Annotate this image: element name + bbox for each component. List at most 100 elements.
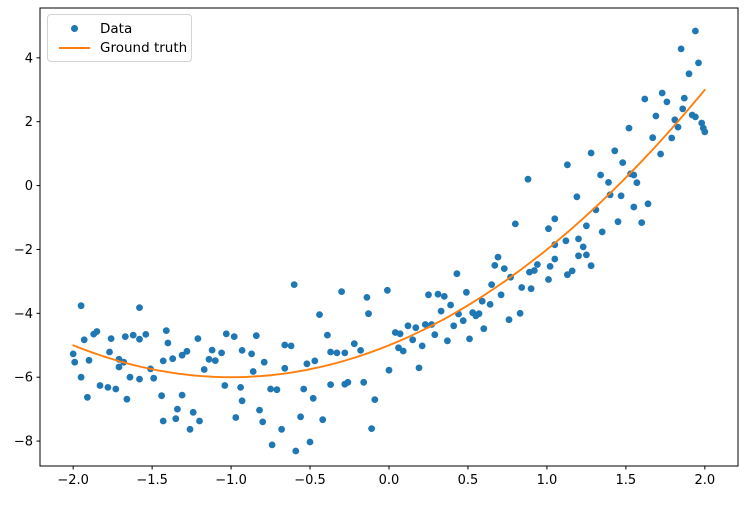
scatter-point <box>472 312 480 320</box>
scatter-point <box>136 375 143 383</box>
x-tick-label: −1.0 <box>215 473 247 488</box>
y-tick-label: −4 <box>14 307 33 322</box>
scatter-point <box>692 113 699 121</box>
scatter-point <box>677 45 685 53</box>
scatter-point <box>205 355 213 363</box>
scatter-point <box>281 364 289 372</box>
scatter-point <box>568 267 576 275</box>
scatter-point <box>668 134 676 142</box>
scatter-point <box>194 335 202 342</box>
scatter-point <box>84 393 91 401</box>
scatter-point <box>579 243 587 251</box>
scatter-point <box>606 191 614 199</box>
scatter-point <box>297 413 304 421</box>
scatter-point <box>309 394 317 402</box>
scatter-point <box>248 350 256 358</box>
y-tick-label: −2 <box>14 243 33 258</box>
scatter-point <box>685 70 693 78</box>
scatter-point <box>150 374 158 382</box>
scatter-point <box>511 220 519 228</box>
scatter-point <box>518 284 526 291</box>
scatter-point <box>159 357 167 365</box>
scatter-point <box>104 384 112 391</box>
scatter-point <box>573 193 581 201</box>
scatter-point <box>121 333 129 340</box>
scatter-point <box>453 270 461 278</box>
scatter-point <box>123 395 131 403</box>
data-marker-icon <box>70 25 78 32</box>
scatter-point <box>371 396 379 403</box>
scatter-point <box>617 192 625 200</box>
scatter-point <box>77 373 85 381</box>
scatter-point <box>238 347 246 354</box>
scatter-point <box>663 98 671 106</box>
axes-spines <box>39 7 739 467</box>
scatter-point <box>551 215 559 223</box>
scatter-point <box>431 331 439 339</box>
scatter-point <box>319 416 327 424</box>
scatter-point <box>434 290 442 298</box>
scatter-point <box>158 392 166 400</box>
scatter-point <box>437 307 445 315</box>
scatter-point <box>534 261 541 268</box>
scatter-point <box>444 337 451 345</box>
scatter-point <box>69 350 77 358</box>
scatter-point <box>363 294 371 301</box>
scatter-point <box>491 262 499 269</box>
scatter-point <box>488 281 495 288</box>
scatter-point <box>106 348 113 356</box>
scatter-point <box>447 301 454 309</box>
scatter-point <box>80 336 88 344</box>
scatter-point <box>630 203 638 211</box>
scatter-point <box>172 415 180 423</box>
scatter-point <box>641 95 649 103</box>
scatter-point <box>671 116 679 124</box>
scatter-point <box>680 94 688 102</box>
scatter-point <box>287 342 295 350</box>
scatter-point <box>256 406 263 414</box>
scatter-point <box>300 385 308 393</box>
scatter-point <box>107 335 115 342</box>
scatter-point <box>692 27 699 35</box>
scatter-point <box>463 288 470 296</box>
scatter-point <box>630 171 638 179</box>
scatter-point <box>96 382 104 389</box>
legend-entry-ground-truth: Ground truth <box>54 38 187 57</box>
scatter-point <box>480 325 488 333</box>
x-tick-label: 0.5 <box>458 473 479 488</box>
scatter-point <box>344 378 352 386</box>
scatter-point <box>189 408 197 416</box>
scatter-point <box>516 309 524 317</box>
scatter-point <box>136 335 143 343</box>
scatter-point <box>324 331 331 339</box>
scatter-point <box>327 381 334 388</box>
scatter-point <box>418 342 426 350</box>
scatter-point <box>112 385 120 393</box>
scatter-point <box>273 386 281 394</box>
scatter-point <box>200 366 208 373</box>
scatter-point <box>249 368 257 375</box>
scatter-point <box>384 286 391 294</box>
scatter-point <box>494 253 502 261</box>
scatter-point <box>562 237 570 245</box>
scatter-point <box>527 285 535 293</box>
scatter-point <box>524 175 532 183</box>
scatter-point <box>230 333 238 340</box>
scatter-point <box>564 161 571 169</box>
scatter-point <box>530 267 538 274</box>
scatter-point <box>260 358 268 366</box>
scatter-point <box>497 291 505 299</box>
ground-truth-line-icon <box>58 46 90 49</box>
scatter-point <box>587 149 595 157</box>
scatter-point <box>268 441 276 449</box>
scatter-point <box>440 293 448 300</box>
scatter-point <box>415 364 423 372</box>
y-tick-label: 0 <box>25 179 33 194</box>
scatter-point <box>486 301 494 308</box>
scatter-point <box>238 397 246 405</box>
legend: Data Ground truth <box>47 14 192 62</box>
scatter-point <box>605 179 612 186</box>
scatter-point <box>674 123 682 131</box>
scatter-point <box>126 373 134 381</box>
